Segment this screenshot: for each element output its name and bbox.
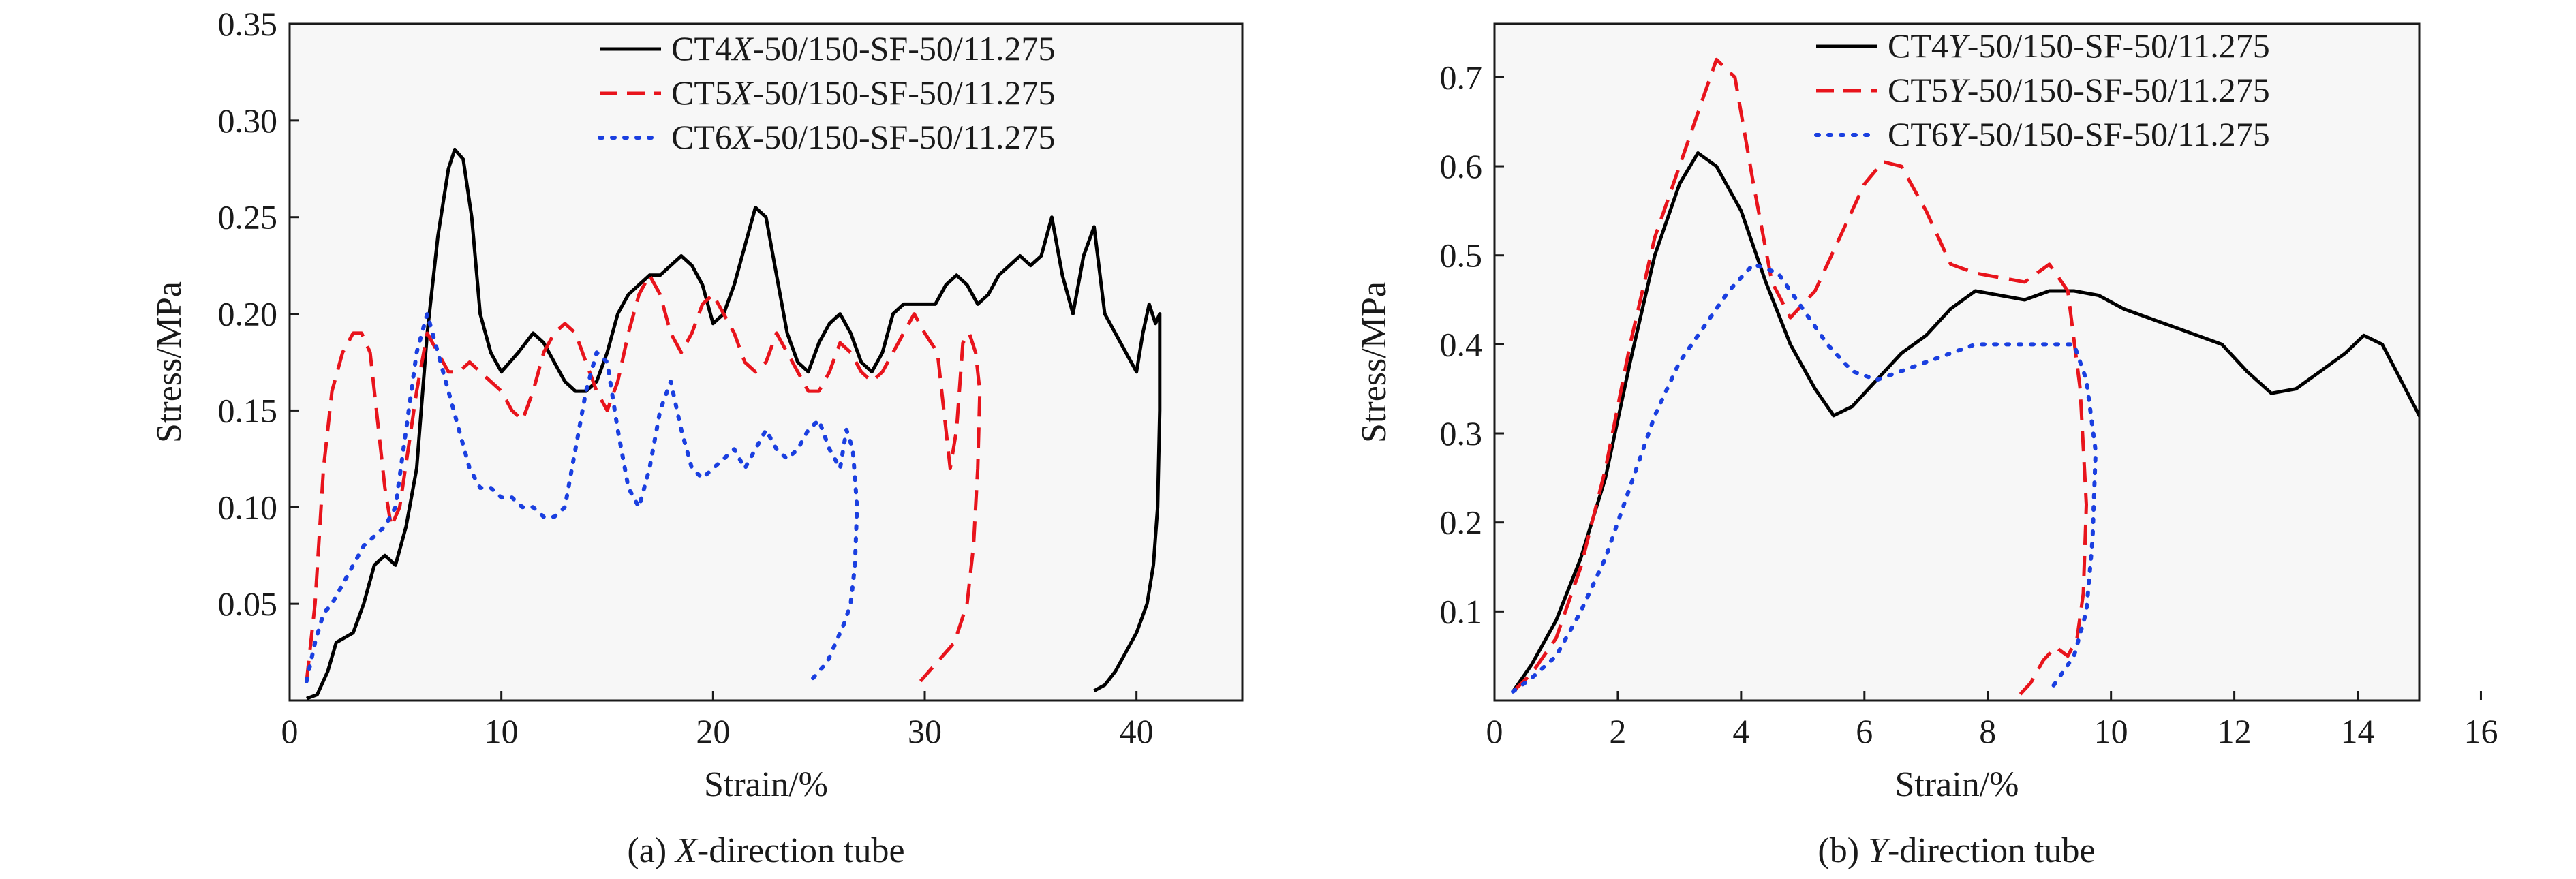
y-tick-label: 0.10 [218, 488, 278, 526]
legend-name-prefix: CT6 [671, 118, 732, 156]
y-tick-label: 0.7 [1440, 58, 1483, 96]
caption-prefix: (a) [627, 831, 675, 870]
x-tick-label: 8 [1979, 712, 1996, 750]
plot-area [1493, 22, 2421, 702]
legend-name-axis: Y [1948, 115, 1971, 153]
legend-name-suffix: -50/150-SF-50/11.275 [752, 29, 1055, 67]
y-tick-label: 0.30 [218, 102, 278, 140]
legend-name-suffix: -50/150-SF-50/11.275 [752, 118, 1055, 156]
legend-name-axis: Y [1948, 71, 1971, 109]
chart-caption: (a) X-direction tube [627, 831, 904, 870]
y-tick-label: 0.1 [1440, 592, 1483, 630]
x-tick-label: 0 [1486, 712, 1503, 750]
x-tick-label: 40 [1120, 712, 1154, 750]
legend-name-prefix: CT5 [1888, 71, 1948, 109]
series-line-ct6 [304, 311, 859, 683]
legend-name-suffix: -50/150-SF-50/11.275 [1967, 71, 2270, 109]
legend-name-prefix: CT4 [671, 29, 732, 67]
y-tick-label: 0.6 [1440, 147, 1483, 185]
legend-name-prefix: CT4 [1888, 27, 1948, 65]
y-tick-label: 0.2 [1440, 504, 1483, 542]
caption-suffix: -direction tube [1888, 831, 2096, 870]
y-axis-label: Stress/MPa [1355, 281, 1394, 443]
legend-name-axis: X [731, 118, 754, 156]
x-tick-label: 10 [2094, 712, 2128, 750]
series-group [1511, 57, 2419, 698]
legend-entry: CT5Y-50/150-SF-50/11.275 [1888, 71, 2270, 109]
x-tick-label: 14 [2341, 712, 2375, 750]
x-axis-label: Strain/% [704, 765, 828, 804]
series-group [304, 147, 1162, 700]
y-tick-label: 0.25 [218, 198, 278, 236]
caption-prefix: (b) [1818, 831, 1868, 870]
chart-caption: (b) Y-direction tube [1818, 831, 2095, 870]
series-line-ct5 [305, 273, 982, 683]
y-tick-label: 0.05 [218, 585, 278, 623]
legend-name-suffix: -50/150-SF-50/11.275 [752, 74, 1055, 112]
y-tick-label: 0.5 [1440, 236, 1483, 275]
chart-y-direction: 0 2 4 6 8 10 12 14 16 0.1 0.2 0.3 0.4 0.5 0.6 0.7 Strain… [1355, 22, 2498, 870]
legend-name-prefix: CT5 [671, 74, 732, 112]
y-tick-label: 0.15 [218, 391, 278, 429]
y-axis-label: Stress/MPa [150, 281, 189, 443]
chart-x-direction: 0 10 20 30 40 0.05 0.10 0.15 0.20 0.25 0.30 0.35 Str… [150, 5, 1244, 870]
legend-name-prefix: CT6 [1888, 115, 1948, 153]
x-tick-label: 30 [908, 712, 942, 750]
legend-entry: CT4X-50/150-SF-50/11.275 [671, 29, 1055, 67]
legend-name-axis: Y [1948, 27, 1971, 65]
x-tick-label: 12 [2218, 712, 2252, 750]
legend-name-axis: X [731, 29, 754, 67]
x-tick-label: 10 [485, 712, 519, 750]
legend-entry: CT6Y-50/150-SF-50/11.275 [1888, 115, 2270, 153]
legend-name-axis: X [731, 74, 754, 112]
legend-name-suffix: -50/150-SF-50/11.275 [1967, 115, 2270, 153]
caption-axis: Y [1868, 831, 1891, 870]
x-axis-label: Strain/% [1895, 765, 2019, 804]
x-tick-label: 20 [696, 712, 730, 750]
x-tick-label: 0 [281, 712, 298, 750]
x-tick-label: 16 [2464, 712, 2498, 750]
legend-name-suffix: -50/150-SF-50/11.275 [1967, 27, 2270, 65]
y-tick-label: 0.4 [1440, 325, 1483, 363]
series-line-ct4 [306, 147, 1162, 700]
x-tick-label: 4 [1732, 712, 1749, 750]
x-tick-label: 6 [1856, 712, 1873, 750]
y-tick-label: 0.3 [1440, 414, 1483, 452]
caption-suffix: -direction tube [697, 831, 905, 870]
legend-entry: CT6X-50/150-SF-50/11.275 [671, 118, 1055, 156]
y-tick-label: 0.20 [218, 295, 278, 333]
legend-entry: CT5X-50/150-SF-50/11.275 [671, 74, 1055, 112]
caption-axis: X [674, 831, 699, 870]
y-tick-label: 0.35 [218, 5, 278, 43]
series-line-ct6 [1511, 262, 2098, 694]
legend-entry: CT4Y-50/150-SF-50/11.275 [1888, 27, 2270, 65]
x-tick-label: 2 [1609, 712, 1626, 750]
series-line-ct4 [1512, 151, 2419, 693]
series-line-ct5 [1512, 57, 2088, 698]
